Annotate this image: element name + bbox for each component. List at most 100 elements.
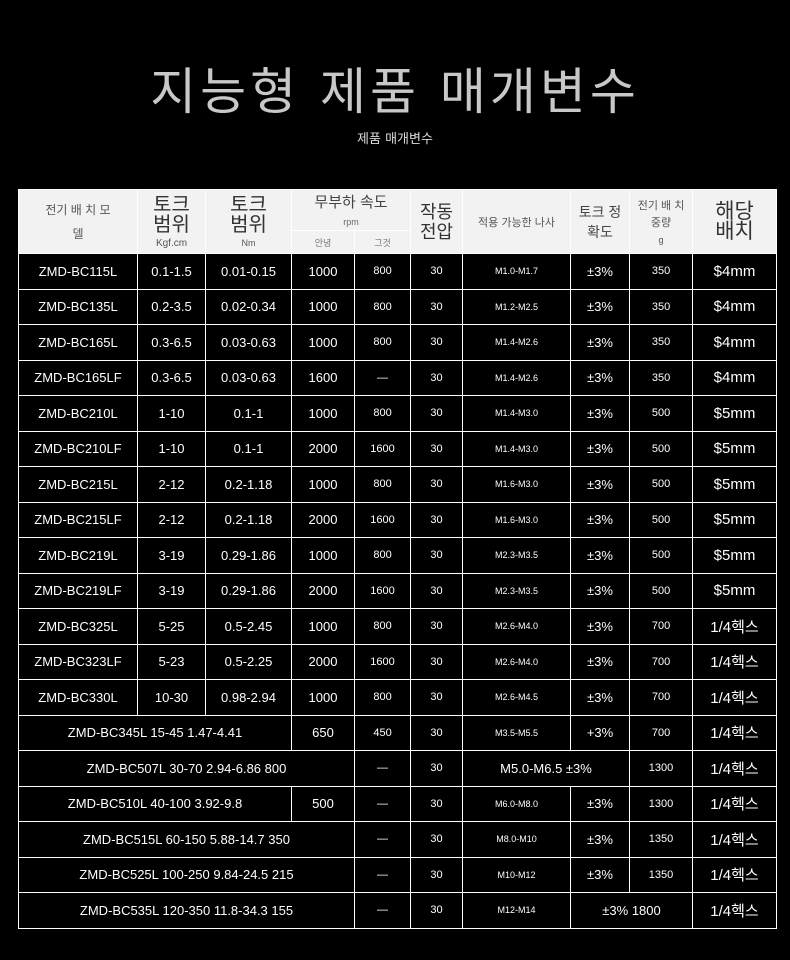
- header-speed-sub2: 그것: [353, 230, 412, 254]
- table-cell: ±3%: [570, 253, 631, 290]
- table-cell: 0.2-1.18: [205, 501, 292, 538]
- table-cell: ZMD-BC135L: [18, 288, 138, 325]
- table-cell: 1/4헥스: [692, 679, 778, 716]
- table-cell: 0.29-1.86: [205, 572, 292, 609]
- table-cell: 1/4헥스: [692, 892, 778, 929]
- table-cell: ±3%: [570, 785, 631, 822]
- table-cell: 700: [629, 714, 694, 751]
- table-cell: 0.1-1: [205, 430, 292, 467]
- table-cell: M2.3-M3.5: [462, 572, 572, 609]
- table-cell: 1/4헥스: [692, 714, 778, 751]
- table-cell: 2000: [291, 501, 355, 538]
- table-cell: M3.5-M5.5: [462, 714, 572, 751]
- product-spec-table: 전기 배 치 모델 토크 범위 Kgf.cm 토크 범위 Nm 무부하 속도 rpm …: [18, 189, 778, 929]
- table-cell: 500: [629, 537, 694, 574]
- table-cell: M2.6-M4.0: [462, 608, 572, 645]
- table-row: ZMD-BC325L 5-25 0.5-2.45 1000 800 30 M2.6-M4.0…: [18, 608, 778, 645]
- table-cell: 1-10: [137, 430, 206, 467]
- table-cell: ZMD-BC210L: [18, 395, 138, 432]
- table-cell: ±3%: [570, 572, 631, 609]
- table-cell: M1.6-M3.0: [462, 466, 572, 503]
- table-cell: $5mm: [692, 466, 778, 503]
- table-cell: 1300: [629, 750, 694, 787]
- table-cell: ±3%: [570, 679, 631, 716]
- table-cell: 10-30: [137, 679, 206, 716]
- table-cell: $5mm: [692, 572, 778, 609]
- table-cell: 1300: [629, 785, 694, 822]
- table-cell: 2000: [291, 430, 355, 467]
- header-model: 전기 배 치 모델: [18, 189, 138, 254]
- table-cell: 1-10: [137, 395, 206, 432]
- table-cell: 30: [410, 288, 464, 325]
- table-cell: ZMD-BC219L: [18, 537, 138, 574]
- table-cell: ZMD-BC515L 60-150 5.88-14.7 350: [18, 821, 355, 858]
- table-cell: 1/4헥스: [692, 750, 778, 787]
- table-cell: 0.98-2.94: [205, 679, 292, 716]
- table-cell: 1600: [353, 501, 412, 538]
- table-cell: 30: [410, 821, 464, 858]
- table-cell: 30: [410, 501, 464, 538]
- table-cell: ZMD-BC535L 120-350 11.8-34.3 155: [18, 892, 355, 929]
- header-screw: 적용 가능한 나사: [462, 189, 572, 254]
- table-cell: 800: [353, 288, 412, 325]
- table-row: ZMD-BC219L 3-19 0.29-1.86 1000 800 30 M2.3-M3.…: [18, 537, 778, 574]
- table-cell: ±3%: [570, 643, 631, 680]
- header-speed: 무부하 속도 rpm: [290, 189, 412, 231]
- table-cell: ZMD-BC215LF: [18, 501, 138, 538]
- table-cell: 700: [629, 643, 694, 680]
- table-cell: M1.4-M3.0: [462, 395, 572, 432]
- table-cell: 800: [353, 537, 412, 574]
- table-cell: ±3%: [570, 324, 631, 361]
- table-row: ZMD-BC535L 120-350 11.8-34.3 155—30 M12-M…: [18, 892, 778, 929]
- table-cell: 0.01-0.15: [205, 253, 292, 290]
- table-cell: 0.29-1.86: [205, 537, 292, 574]
- table-cell: 3-19: [137, 572, 206, 609]
- table-row: ZMD-BC219LF 3-19 0.29-1.86 2000 1600 30 M2.3-M…: [18, 572, 778, 609]
- table-cell: 350: [629, 359, 694, 396]
- table-cell: ZMD-BC323LF: [18, 643, 138, 680]
- table-cell: 1000: [291, 466, 355, 503]
- table-row: ZMD-BC515L 60-150 5.88-14.7 350—30 M8.0-M…: [18, 821, 778, 858]
- table-cell: M6.0-M8.0: [462, 785, 572, 822]
- table-cell: M12-M14: [462, 892, 572, 929]
- table-cell: 30: [410, 324, 464, 361]
- table-cell: ZMD-BC115L: [18, 253, 138, 290]
- table-cell: 1/4헥스: [692, 856, 778, 893]
- table-cell: 450: [353, 714, 412, 751]
- table-row: ZMD-BC345L 15-45 1.47-4.41 650 450 30 M3.5-M…: [18, 714, 778, 751]
- table-cell: ZMD-BC165L: [18, 324, 138, 361]
- table-cell: ZMD-BC219LF: [18, 572, 138, 609]
- table-cell: 500: [629, 430, 694, 467]
- table-cell: 0.1-1.5: [137, 253, 206, 290]
- table-cell: M1.2-M2.5: [462, 288, 572, 325]
- table-row: ZMD-BC115L 0.1-1.5 0.01-0.15 1000 800 30 M1.0-…: [18, 253, 778, 290]
- table-cell: 30: [410, 359, 464, 396]
- table-cell: 650: [291, 714, 355, 751]
- table-cell: ±3%: [570, 466, 631, 503]
- table-cell: 800: [353, 679, 412, 716]
- table-cell: 0.02-0.34: [205, 288, 292, 325]
- table-cell: 1350: [629, 856, 694, 893]
- table-cell: ±3%: [570, 537, 631, 574]
- table-cell: —: [353, 785, 412, 822]
- table-cell: ZMD-BC210LF: [18, 430, 138, 467]
- table-cell: ZMD-BC510L 40-100 3.92-9.8: [18, 785, 292, 822]
- table-row: ZMD-BC330L 10-30 0.98-2.94 1000 800 30 M2.6-M4…: [18, 679, 778, 716]
- table-cell: 30: [410, 253, 464, 290]
- table-cell: 30: [410, 785, 464, 822]
- table-cell: 1/4헥스: [692, 643, 778, 680]
- table-cell: ±3% 1800: [570, 892, 694, 929]
- table-cell: 1600: [353, 572, 412, 609]
- table-cell: 30: [410, 679, 464, 716]
- table-cell: 1000: [291, 288, 355, 325]
- header-speed-sub1: 안녕: [291, 230, 355, 254]
- header-accuracy: 토크 정확도: [570, 189, 631, 254]
- table-cell: ZMD-BC525L 100-250 9.84-24.5 215: [18, 856, 355, 893]
- table-cell: 0.3-6.5: [137, 359, 206, 396]
- table-cell: 2-12: [137, 466, 206, 503]
- table-cell: ZMD-BC325L: [18, 608, 138, 645]
- table-cell: 0.2-3.5: [137, 288, 206, 325]
- table-cell: M2.3-M3.5: [462, 537, 572, 574]
- table-cell: 30: [410, 572, 464, 609]
- table-cell: 1000: [291, 608, 355, 645]
